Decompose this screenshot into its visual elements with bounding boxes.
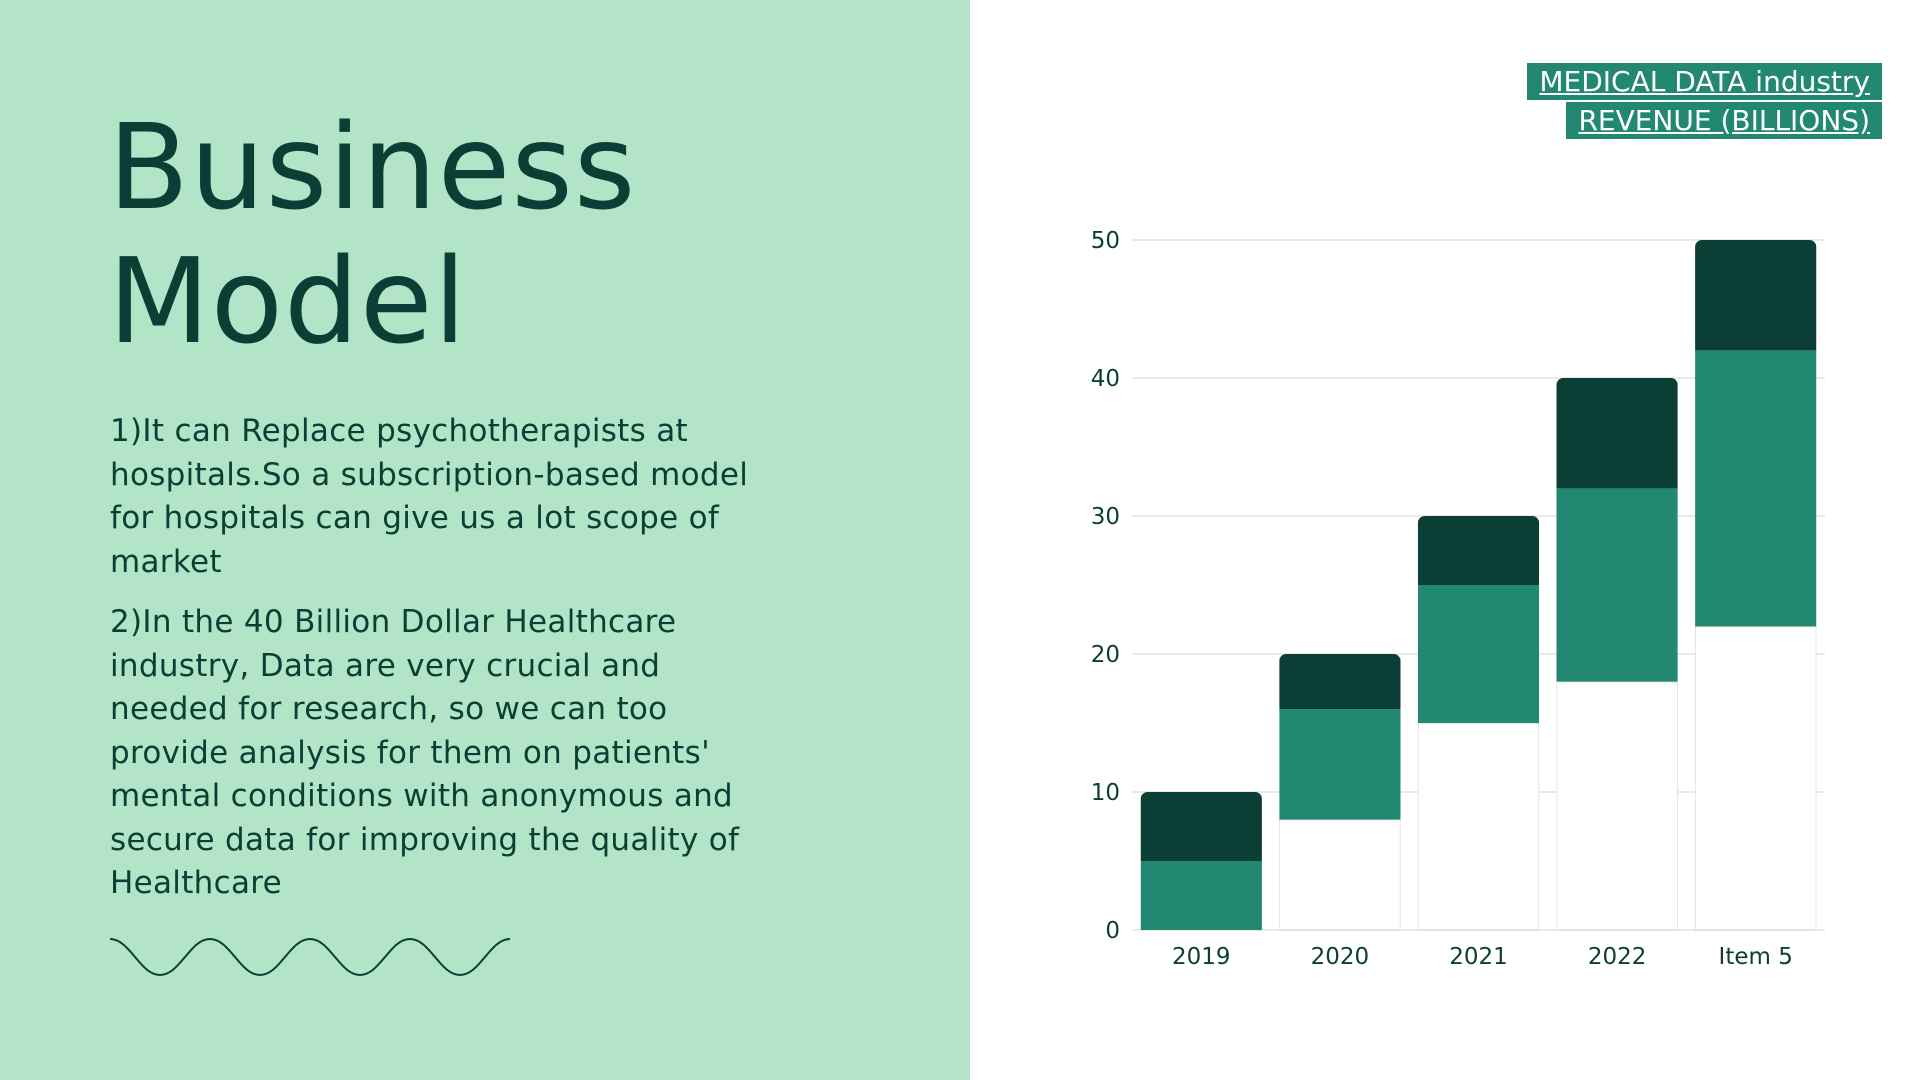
x-tick-label: 2020 <box>1311 944 1370 970</box>
slide-title-line-2: Model <box>108 232 468 370</box>
slide-title: Business Model <box>108 100 636 368</box>
bar-segment <box>1140 861 1262 930</box>
bar-segment <box>1556 378 1678 489</box>
bar-segment <box>1417 516 1540 585</box>
x-tick-label: 2019 <box>1172 944 1231 970</box>
bar-stack <box>1556 378 1678 931</box>
y-tick-label: 40 <box>1091 366 1120 392</box>
paragraph-1: 1)It can Replace psychotherapists at hos… <box>110 413 749 580</box>
bar-segment <box>1417 585 1540 723</box>
y-tick-label: 50 <box>1091 228 1120 254</box>
bar-stack <box>1140 792 1262 930</box>
bar-stack <box>1417 516 1540 931</box>
bar-segment <box>1556 680 1678 931</box>
body-text: 1)It can Replace psychotherapists at hos… <box>110 410 750 923</box>
wave-decoration <box>110 937 511 977</box>
left-panel: Business Model 1)It can Replace psychoth… <box>0 0 970 1080</box>
bar-segment <box>1695 240 1817 351</box>
paragraph-2: 2)In the 40 Billion Dollar Healthcare in… <box>110 604 740 901</box>
x-tick-label: 2022 <box>1588 944 1647 970</box>
y-tick-label: 20 <box>1091 642 1120 668</box>
bar-segment <box>1417 722 1540 931</box>
bar-segment <box>1279 818 1401 931</box>
bar-stack <box>1695 240 1817 931</box>
y-tick-label: 10 <box>1091 780 1120 806</box>
bar-segment <box>1695 350 1817 627</box>
x-tick-label: 2021 <box>1449 944 1508 970</box>
y-tick-label: 30 <box>1091 504 1120 530</box>
bar-stack <box>1279 654 1401 931</box>
chart-title: MEDICAL DATA industry REVENUE (BILLIONS) <box>1527 62 1882 140</box>
slide-title-line-1: Business <box>108 98 637 236</box>
chart-title-text: MEDICAL DATA industry REVENUE (BILLIONS) <box>1527 63 1882 139</box>
x-tick-label: Item 5 <box>1719 944 1793 970</box>
bar-segment <box>1695 625 1817 931</box>
bar-segment <box>1556 488 1678 682</box>
bar-segment <box>1279 709 1401 820</box>
y-tick-label: 0 <box>1105 918 1120 944</box>
bar-segment <box>1140 792 1262 861</box>
stacked-bar-chart: 0 10 20 30 40 50 2019 2020 2021 2022 Item 5 <box>1091 228 1825 970</box>
bar-segment <box>1279 654 1401 710</box>
